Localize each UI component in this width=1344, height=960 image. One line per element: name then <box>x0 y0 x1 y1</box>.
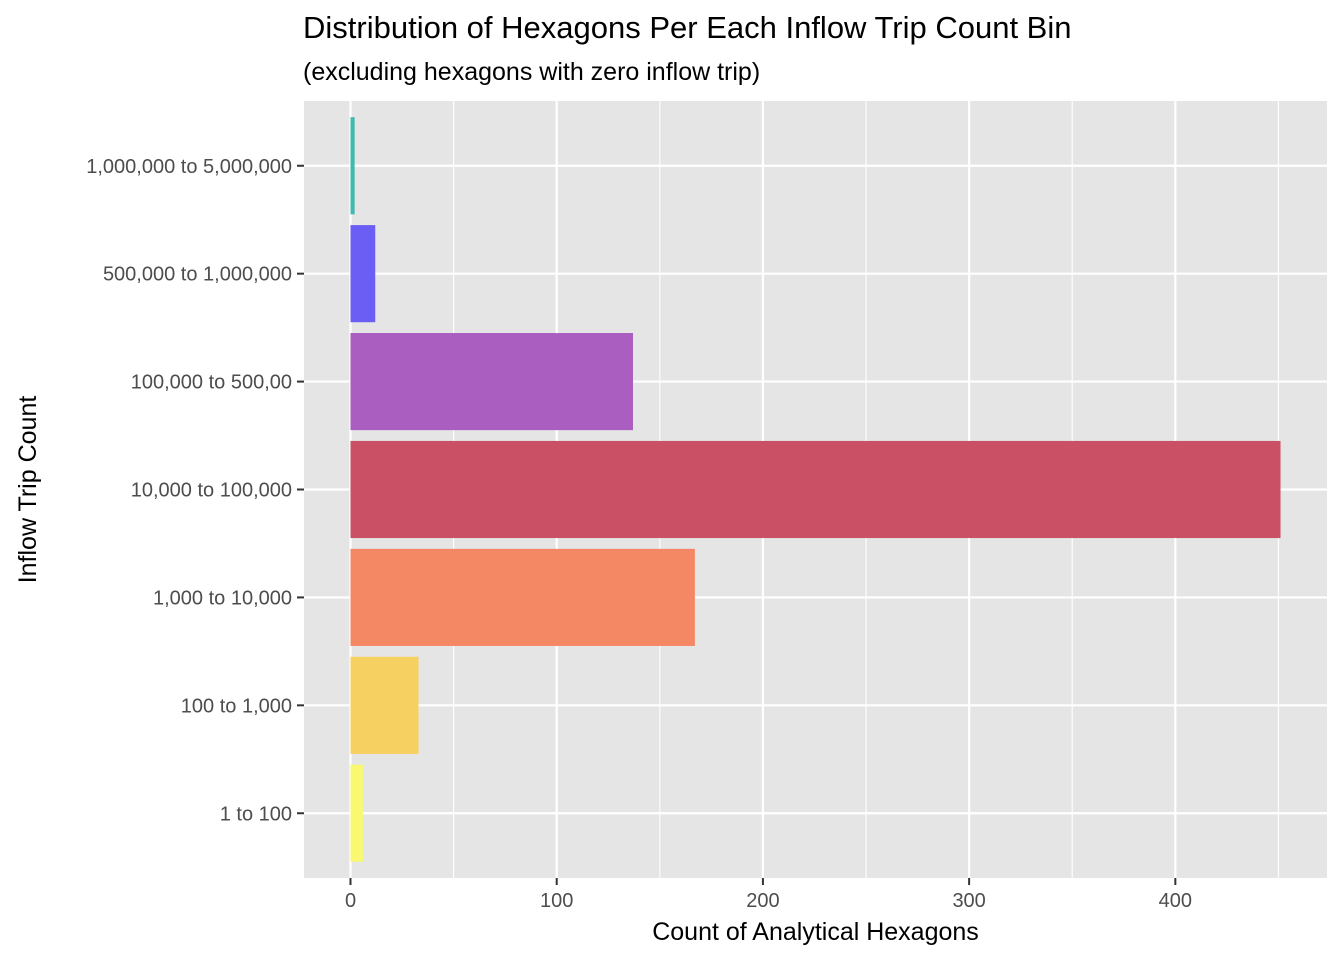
y-tick-label: 1,000,000 to 5,000,000 <box>86 156 292 178</box>
bars <box>350 117 1281 862</box>
y-tick-label: 1,000 to 10,000 <box>153 587 292 609</box>
bar <box>350 440 1281 539</box>
bar <box>350 333 634 431</box>
x-tick-label: 0 <box>345 890 356 912</box>
bar <box>350 764 363 862</box>
x-axis: 0 100 200 300 400 <box>345 878 1192 912</box>
y-tick-label: 500,000 to 1,000,000 <box>103 264 292 286</box>
bar <box>350 656 419 754</box>
chart-subtitle: (excluding hexagons with zero inflow tri… <box>303 58 761 86</box>
x-tick-label: 300 <box>952 890 985 912</box>
y-axis-title: Inflow Trip Count <box>14 396 42 584</box>
x-tick-label: 100 <box>540 890 573 912</box>
y-axis: 1 to 100 100 to 1,000 1,000 to 10,000 10,00… <box>86 156 304 825</box>
y-tick-label: 1 to 100 <box>220 803 292 825</box>
bar <box>350 117 355 215</box>
bar <box>350 225 376 323</box>
y-tick-label: 100 to 1,000 <box>181 695 292 717</box>
x-tick-label: 400 <box>1159 890 1192 912</box>
chart-title: Distribution of Hexagons Per Each Inflow… <box>303 10 1072 45</box>
x-axis-title: Count of Analytical Hexagons <box>652 918 979 946</box>
bar <box>350 548 695 646</box>
y-tick-label: 100,000 to 500,00 <box>131 372 292 394</box>
x-tick-label: 200 <box>746 890 779 912</box>
y-tick-label: 10,000 to 100,000 <box>131 480 292 502</box>
